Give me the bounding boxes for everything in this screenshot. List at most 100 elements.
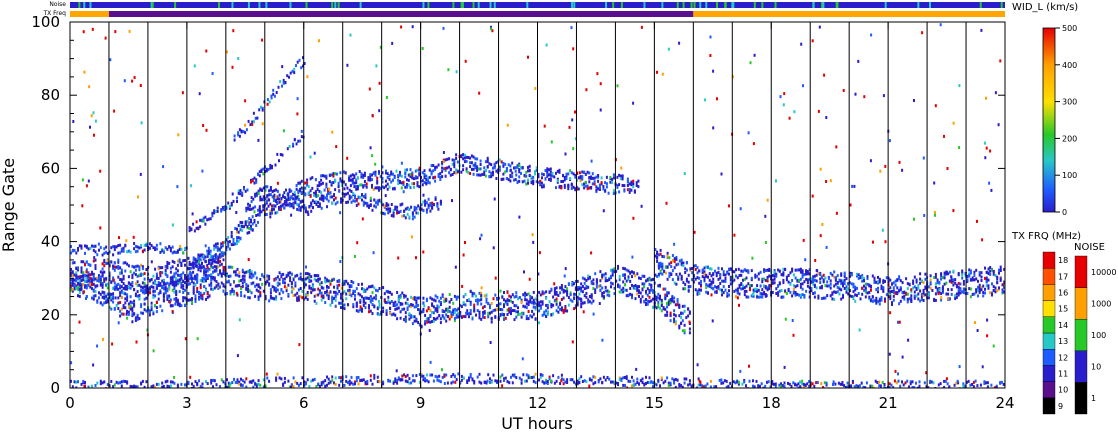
data-point [632, 271, 635, 275]
data-point [392, 209, 395, 212]
data-point [418, 173, 421, 177]
data-point [569, 293, 572, 297]
data-point [389, 312, 392, 315]
data-point [152, 289, 155, 293]
data-point [143, 282, 146, 285]
data-point [417, 321, 420, 324]
data-point [122, 274, 125, 278]
data-point [629, 271, 632, 275]
data-point [244, 123, 247, 127]
data-point [598, 183, 601, 187]
data-point [819, 277, 822, 281]
data-point [423, 181, 426, 184]
data-point [332, 181, 335, 184]
data-point [325, 182, 328, 186]
data-point [896, 286, 899, 290]
data-point [359, 293, 362, 297]
data-point [175, 251, 178, 254]
data-point [542, 185, 545, 189]
data-point [110, 307, 113, 311]
data-point [455, 153, 458, 157]
data-point [196, 382, 199, 385]
data-point [168, 294, 171, 298]
data-point [376, 375, 379, 379]
data-point [756, 274, 759, 278]
data-point [819, 281, 822, 284]
data-point [382, 380, 385, 384]
data-point [300, 66, 303, 70]
data-point [84, 251, 86, 255]
data-point [413, 319, 416, 323]
data-point [311, 176, 314, 180]
data-point [529, 314, 532, 318]
data-point [432, 176, 435, 180]
data-point [401, 291, 404, 295]
data-point [317, 287, 320, 291]
data-point [178, 280, 181, 284]
data-point [750, 269, 753, 273]
data-point [987, 278, 990, 282]
data-point [677, 277, 680, 281]
data-point [434, 175, 437, 179]
data-point [320, 194, 323, 198]
data-point [225, 205, 228, 209]
data-point [131, 301, 134, 305]
data-point [666, 251, 669, 255]
data-point [411, 315, 414, 319]
data-point [257, 379, 260, 383]
data-point [317, 194, 320, 198]
data-point [745, 269, 748, 273]
noise-speck [337, 2, 340, 8]
data-point [374, 170, 377, 174]
data-point [808, 286, 811, 290]
data-point [938, 288, 941, 292]
data-point [244, 223, 247, 227]
data-point [555, 171, 557, 175]
data-point [161, 279, 164, 283]
data-point [378, 379, 381, 383]
data-point [326, 383, 328, 387]
data-point [622, 286, 625, 290]
data-point [829, 282, 832, 286]
data-point [399, 378, 402, 382]
data-point [586, 170, 589, 174]
data-point [459, 314, 462, 318]
data-point [961, 269, 964, 273]
data-point [465, 169, 468, 173]
data-point [155, 310, 158, 314]
data-point [441, 170, 444, 174]
data-point [721, 279, 723, 283]
data-point [600, 181, 603, 185]
data-point [178, 278, 181, 282]
data-point [287, 294, 290, 298]
data-point [348, 291, 351, 295]
data-point [257, 208, 259, 212]
data-point [207, 249, 210, 253]
data-point [453, 294, 456, 298]
data-point [590, 301, 593, 305]
data-point [674, 314, 677, 318]
data-point [221, 252, 224, 256]
data-point [469, 302, 472, 306]
data-point [586, 187, 589, 191]
data-point [387, 210, 390, 214]
data-point [430, 170, 433, 174]
data-point [70, 288, 72, 292]
data-point [162, 286, 165, 290]
data-point [371, 298, 374, 302]
data-point [715, 290, 718, 294]
data-point [196, 290, 199, 294]
data-point [278, 376, 281, 380]
data-point [141, 281, 144, 285]
data-point [975, 290, 978, 294]
data-point [604, 272, 607, 276]
data-point [91, 287, 93, 291]
data-point [255, 192, 258, 196]
data-point [478, 380, 481, 384]
data-point [292, 278, 295, 282]
data-point [432, 379, 435, 383]
data-point [306, 183, 309, 187]
data-point [306, 297, 309, 301]
data-point [296, 196, 299, 199]
data-point [529, 298, 532, 302]
